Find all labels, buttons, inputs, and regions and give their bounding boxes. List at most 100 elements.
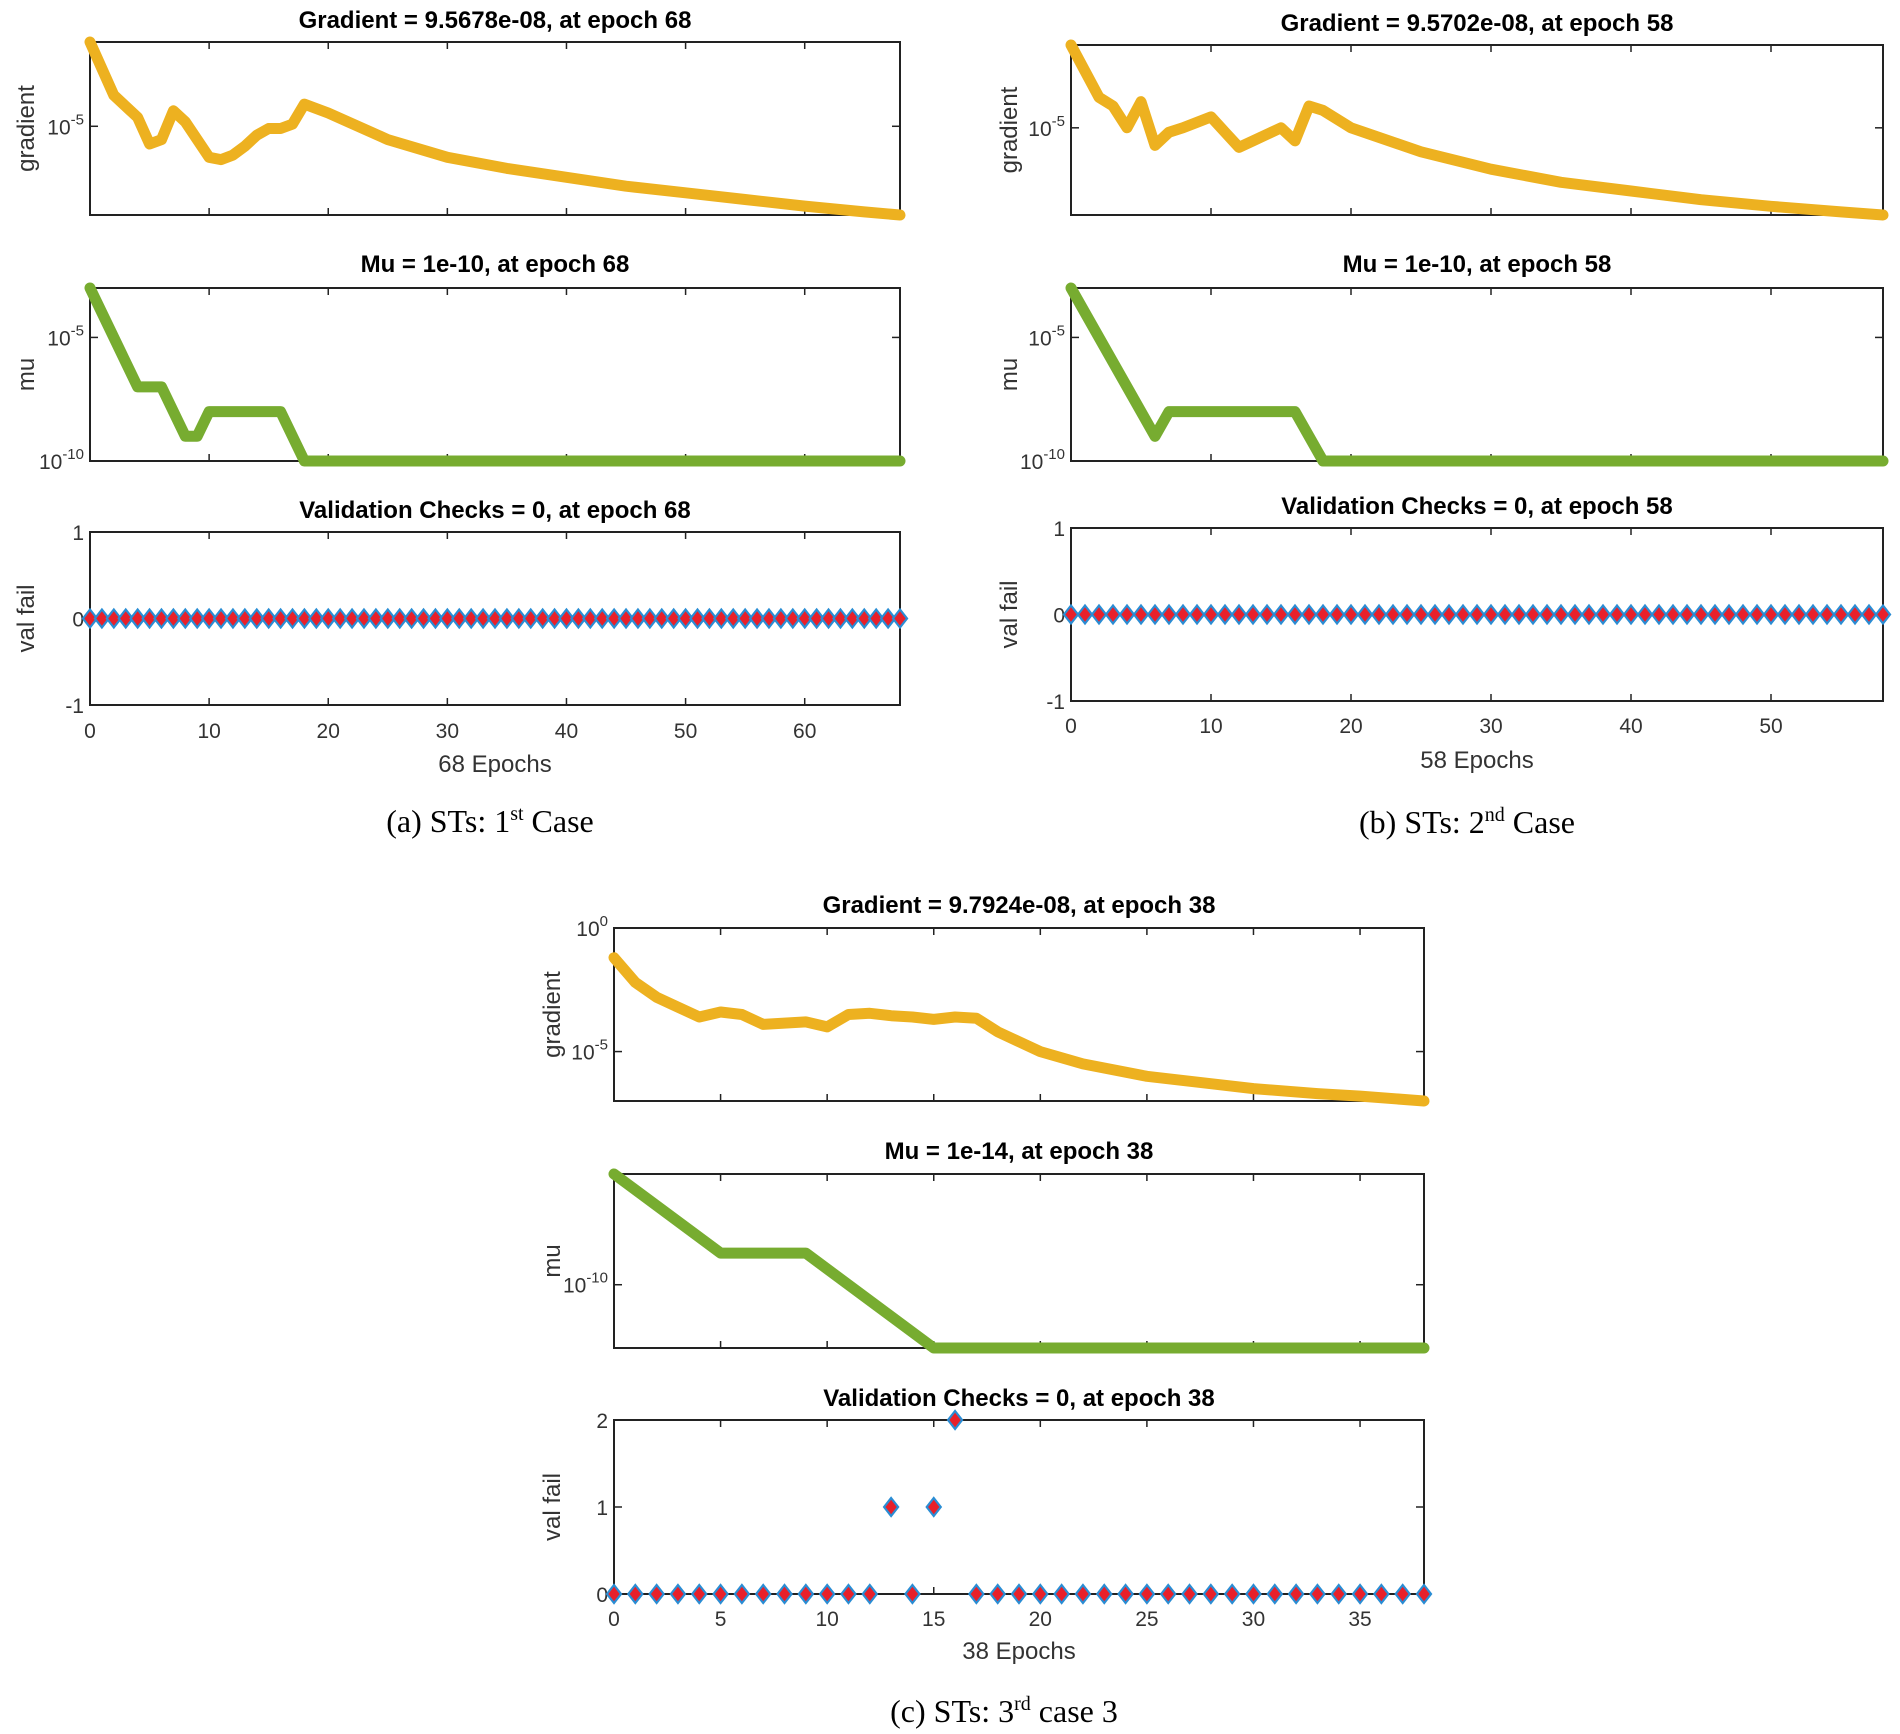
val-fail-marker: [510, 607, 528, 630]
val-fail-marker: [617, 607, 635, 630]
val-fail-marker: [558, 607, 575, 630]
val-fail-marker: [1510, 603, 1528, 626]
y-tick-label: 0: [1053, 605, 1065, 628]
val-fail-marker: [879, 607, 897, 630]
y-axis-label: mu: [539, 1244, 566, 1277]
val-fail-marker: [1031, 1583, 1049, 1605]
figure-caption: (b) STs: 2nd Case: [1359, 804, 1575, 840]
val-fail-marker: [1245, 1583, 1262, 1605]
val-fail-marker: [248, 607, 266, 630]
val-fail-marker: [1832, 603, 1850, 626]
val-fail-marker: [736, 607, 754, 630]
val-fail-marker: [1776, 603, 1794, 626]
val-fail-marker: [882, 1496, 900, 1518]
mu-series-line: [84, 282, 906, 467]
y-axis-label: gradient: [539, 971, 566, 1058]
y-axis-label: val fail: [13, 584, 40, 652]
y-tick-base: 10: [571, 1042, 594, 1065]
mu-series-line: [608, 1168, 1430, 1354]
val-fail-marker: [1138, 1583, 1156, 1605]
val-fail-marker: [832, 607, 849, 630]
val-fail-marker: [648, 1583, 666, 1605]
x-tick-label: 50: [674, 720, 697, 743]
x-tick-label: 30: [1242, 1608, 1265, 1631]
val-fail-marker: [818, 1583, 836, 1605]
val-fail-marker: [260, 607, 278, 630]
plot-title: Validation Checks = 0, at epoch 38: [823, 1385, 1215, 1412]
val-fail-marker: [1608, 603, 1626, 626]
plot-title: Gradient = 9.5702e-08, at epoch 58: [1281, 10, 1674, 37]
val-fail-marker: [1706, 603, 1724, 626]
x-tick-label: 20: [317, 720, 340, 743]
val-fail-marker: [498, 607, 516, 630]
val-fail-marker: [117, 607, 135, 630]
plot-title: Validation Checks = 0, at epoch 58: [1281, 493, 1673, 520]
plot-frame: [89, 287, 901, 462]
y-tick-exponent: -10: [1043, 446, 1065, 463]
val-fail-marker: [176, 607, 194, 630]
x-tick-label: 40: [555, 720, 578, 743]
val-fail-marker: [319, 607, 337, 630]
mu-series-line: [1065, 282, 1889, 467]
val-fail-marker: [81, 607, 99, 630]
val-fail-marker: [1160, 603, 1178, 626]
val-fail-marker: [1468, 603, 1486, 626]
x-tick-label: 0: [1065, 715, 1077, 738]
val-fail-marker: [1223, 1583, 1241, 1605]
val-fail-marker: [272, 607, 290, 630]
val-fail-marker: [1496, 603, 1514, 626]
chart-b: Gradient = 9.5702e-08, at epoch 58 gradie…: [996, 10, 1892, 840]
val-fail-marker: [1594, 603, 1612, 626]
val-fail-marker: [200, 607, 218, 630]
caption-superscript: nd: [1485, 804, 1505, 826]
val-fail-marker: [605, 607, 623, 630]
x-tick-label: 10: [815, 1608, 838, 1631]
val-fail-marker: [212, 607, 230, 630]
x-tick-label: 0: [84, 720, 96, 743]
val-fail-marker: [427, 607, 444, 630]
caption-superscript: rd: [1014, 1693, 1031, 1715]
val-fail-marker: [653, 607, 671, 630]
val-fail-marker: [1202, 1583, 1220, 1605]
y-tick-label: 10-5: [1028, 113, 1065, 141]
val-fail-marker: [677, 607, 695, 630]
val-fail-marker: [569, 607, 587, 630]
val-fail-marker: [605, 1583, 623, 1605]
val-fail-marker: [1482, 603, 1500, 626]
val-fail-marker: [1074, 1583, 1092, 1605]
y-tick-exponent: -5: [71, 322, 84, 339]
val-fail-marker: [284, 607, 301, 630]
x-tick-label: 35: [1348, 1608, 1371, 1631]
chart-a: Gradient = 9.5678e-08, at epoch 68 gradie…: [13, 7, 909, 839]
val-fail-marker: [669, 1583, 687, 1605]
y-axis-label: val fail: [996, 580, 1023, 648]
val-fail-marker: [1216, 603, 1234, 626]
y-axis-label: gradient: [996, 86, 1023, 173]
val-fail-marker: [1230, 603, 1248, 626]
x-axis-label: 38 Epochs: [962, 1638, 1075, 1665]
chart-b-gradient-panel: Gradient = 9.5702e-08, at epoch 58 gradie…: [996, 10, 1889, 221]
y-tick-base: 10: [47, 327, 70, 350]
val-fail-marker: [1440, 603, 1458, 626]
val-fail-marker: [700, 607, 718, 630]
y-axis-label: mu: [13, 358, 40, 391]
val-fail-marker: [1426, 603, 1444, 626]
val-fail-marker: [105, 607, 123, 630]
plot-title: Mu = 1e-10, at epoch 68: [361, 251, 630, 278]
x-tick-label: 40: [1619, 715, 1642, 738]
val-fail-marker: [1062, 603, 1080, 626]
figure-caption: (c) STs: 3rd case 3: [890, 1693, 1118, 1729]
val-fail-marker: [1748, 603, 1766, 626]
y-tick-label: 10-5: [47, 111, 84, 139]
val-fail-marker: [188, 607, 206, 630]
caption-text: (c) STs: 3: [890, 1693, 1014, 1729]
chart-a-gradient-panel: Gradient = 9.5678e-08, at epoch 68 gradie…: [13, 7, 906, 221]
val-fail-marker: [1394, 1583, 1412, 1605]
y-tick-label: 10-5: [1028, 322, 1065, 350]
plot-frame: [613, 1419, 1425, 1595]
caption-text-end: case 3: [1031, 1693, 1118, 1729]
val-fail-marker: [1328, 603, 1346, 626]
val-fail-marker: [367, 607, 385, 630]
